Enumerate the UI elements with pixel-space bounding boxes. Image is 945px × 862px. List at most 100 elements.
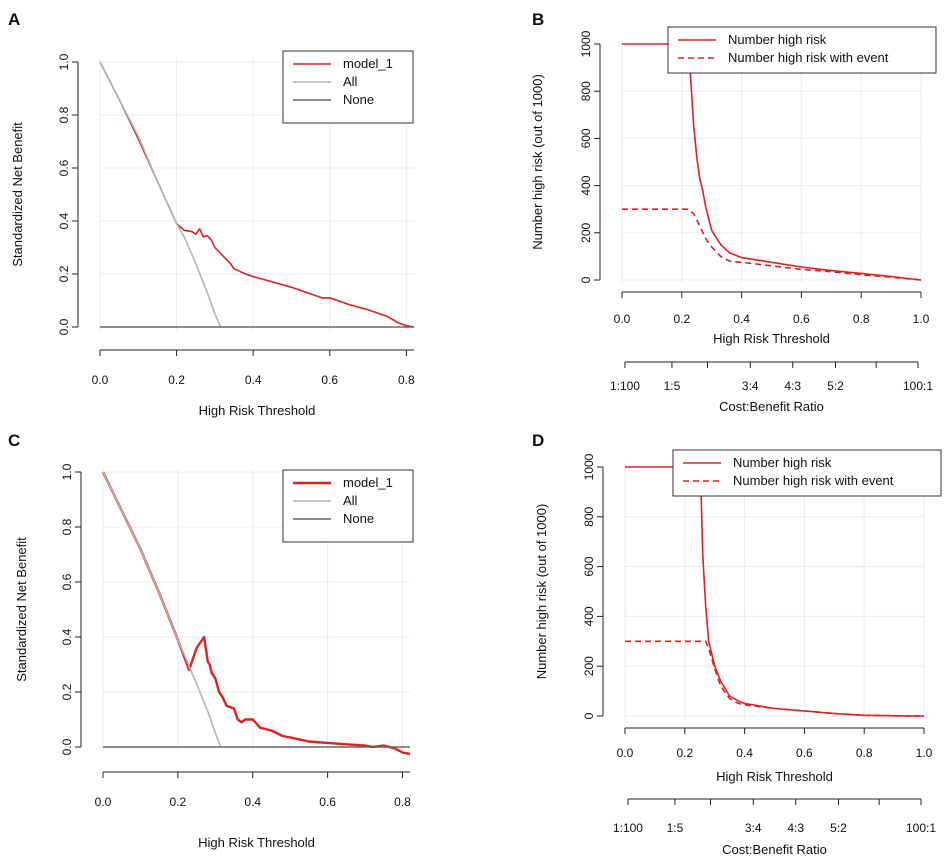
series-line-number-high-risk-with-event: [625, 640, 925, 717]
x-tick-label: 1.0: [913, 312, 930, 326]
panel-letter: B: [532, 10, 544, 29]
legend: Number high risk Number high risk with ev…: [672, 449, 942, 497]
x-tick-label: 0.4: [733, 312, 750, 326]
y-tick-label: 400: [579, 175, 593, 195]
y-tick-label: 1000: [582, 453, 596, 480]
legend: model_1 All None: [282, 469, 414, 543]
cost-benefit-tick-label: 3:4: [745, 821, 762, 835]
x-tick-label: 0.4: [244, 795, 261, 809]
series-line-all: [102, 471, 222, 748]
legend-label: model_1: [343, 56, 393, 71]
x-tick-label: 0.6: [796, 746, 813, 760]
x-tick-label: 0.4: [736, 746, 753, 760]
x-tick-label: 1.0: [916, 746, 933, 760]
x-axis-title: High Risk Threshold: [198, 835, 315, 850]
series-line-number-high-risk: [622, 43, 922, 281]
panel-d: D 0 200 400 600 800 1000 Number high risk (out …: [532, 431, 942, 857]
x-tick-label: 0.6: [793, 312, 810, 326]
y-tick-label: 600: [582, 556, 596, 576]
y-axis-title: Standardized Net Benefit: [14, 537, 29, 682]
x-tick-label: 0.6: [319, 795, 336, 809]
y-tick-label: 0: [582, 712, 596, 719]
x-tick-label: 0.2: [676, 746, 693, 760]
legend-label: model_1: [343, 475, 393, 490]
y-tick-label: 200: [579, 222, 593, 242]
legend-label: None: [343, 92, 374, 107]
x-tick-label: 0.0: [92, 373, 109, 387]
legend: Number high risk Number high risk with ev…: [667, 26, 937, 74]
legend-label: Number high risk: [733, 455, 832, 470]
x-tick-label: 0.0: [95, 795, 112, 809]
x-tick-label: 0.8: [856, 746, 873, 760]
y-tick-label: 0: [579, 276, 593, 283]
panel-c: C 0.0 0.2 0.4 0.6 0.8 1.0 Standardized Net Bene…: [8, 431, 414, 850]
y-tick-label: 0.4: [57, 212, 71, 229]
series-line-number-high-risk: [625, 466, 925, 717]
series-line-all: [99, 61, 222, 328]
y-tick-label: 400: [582, 606, 596, 626]
cost-benefit-tick-label: 1:5: [664, 379, 681, 393]
legend-label: None: [343, 511, 374, 526]
cost-benefit-tick-label: 4:3: [787, 821, 804, 835]
y-axis-title: Number high risk (out of 1000): [530, 74, 545, 250]
cost-benefit-tick-label: 4:3: [784, 379, 801, 393]
y-axis-title: Number high risk (out of 1000): [534, 504, 549, 680]
cost-benefit-tick-label: 100:1: [906, 821, 936, 835]
legend-box: [282, 50, 414, 124]
series-line-model-1: [99, 61, 415, 328]
cost-benefit-tick-label: 100:1: [903, 379, 933, 393]
y-tick-label: 200: [582, 656, 596, 676]
legend-box: [667, 26, 937, 74]
x-tick-label: 0.8: [398, 373, 415, 387]
panel-letter: D: [532, 431, 544, 450]
y-tick-label: 0.8: [60, 518, 74, 535]
y-tick-label: 0.4: [60, 628, 74, 645]
legend-label: Number high risk with event: [733, 473, 894, 488]
x-tick-label: 0.8: [394, 795, 411, 809]
x-tick-label: 0.2: [673, 312, 690, 326]
panel-letter: A: [8, 10, 20, 29]
x-tick-label: 0.0: [617, 746, 634, 760]
legend-box: [672, 449, 942, 497]
legend-label: All: [343, 493, 358, 508]
legend-label: All: [343, 74, 358, 89]
legend: model_1 All None: [282, 50, 414, 124]
y-tick-label: 0.8: [57, 106, 71, 123]
y-tick-label: 1000: [579, 30, 593, 57]
series-line-model-1: [101, 471, 411, 756]
y-tick-label: 0.2: [60, 683, 74, 700]
cost-benefit-tick-label: 5:2: [827, 379, 844, 393]
panel-b: B 0 200 400 600 800 1000 Number high risk (out …: [530, 10, 937, 414]
y-tick-label: 800: [582, 506, 596, 526]
cost-benefit-tick-label: 1:5: [667, 821, 684, 835]
x-tick-label: 0.2: [170, 795, 187, 809]
y-tick-label: 600: [579, 128, 593, 148]
y-axis-title: Standardized Net Benefit: [10, 122, 25, 267]
x-axis-title: High Risk Threshold: [199, 403, 316, 418]
cost-benefit-title: Cost:Benefit Ratio: [722, 842, 827, 857]
y-tick-label: 1.0: [57, 53, 71, 70]
legend-label: Number high risk with event: [728, 50, 889, 65]
cost-benefit-tick-label: 1:100: [613, 821, 643, 835]
x-tick-label: 0.8: [853, 312, 870, 326]
y-tick-label: 800: [579, 81, 593, 101]
y-tick-label: 0.2: [57, 265, 71, 282]
cost-benefit-tick-label: 5:2: [830, 821, 847, 835]
cost-benefit-tick-label: 3:4: [742, 379, 759, 393]
series-line-number-high-risk-with-event: [622, 208, 922, 281]
cost-benefit-title: Cost:Benefit Ratio: [719, 399, 824, 414]
y-tick-label: 1.0: [60, 463, 74, 480]
y-tick-label: 0.6: [57, 159, 71, 176]
y-tick-label: 0.6: [60, 573, 74, 590]
x-tick-label: 0.0: [614, 312, 631, 326]
x-tick-label: 0.2: [168, 373, 185, 387]
x-tick-label: 0.6: [321, 373, 338, 387]
x-axis-title: High Risk Threshold: [716, 769, 833, 784]
panel-a: A 0.0 0.2 0.4 0.6 0.8 1.0 Standardized Net Bene…: [8, 10, 415, 418]
x-axis-title: High Risk Threshold: [713, 331, 830, 346]
cost-benefit-tick-label: 1:100: [610, 379, 640, 393]
legend-label: Number high risk: [728, 32, 827, 47]
x-tick-label: 0.4: [245, 373, 262, 387]
y-tick-label: 0.0: [57, 318, 71, 335]
